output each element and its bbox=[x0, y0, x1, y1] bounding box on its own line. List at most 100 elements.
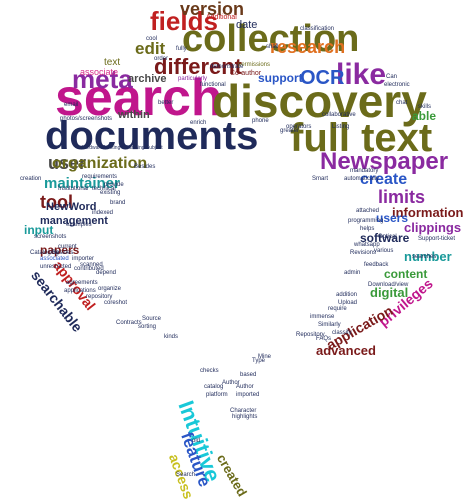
cloud-word: based bbox=[240, 372, 257, 378]
cloud-word: information bbox=[392, 205, 464, 220]
cloud-word: shall bbox=[266, 44, 279, 50]
cloud-word: Author bbox=[222, 380, 240, 386]
cloud-word: electronic bbox=[384, 82, 410, 88]
cloud-word: creation bbox=[20, 176, 42, 182]
cloud-word: classification bbox=[300, 26, 335, 32]
cloud-word: importer bbox=[72, 256, 95, 262]
cloud-word: Character bbox=[230, 408, 257, 414]
cloud-word: technical bbox=[92, 186, 116, 192]
cloud-word: feedback bbox=[364, 262, 389, 268]
cloud-word: Similarly bbox=[318, 322, 341, 328]
cloud-word: enrich bbox=[190, 120, 207, 126]
cloud-word: phone bbox=[252, 118, 269, 124]
cloud-word: existing bbox=[100, 190, 121, 196]
cloud-word: number bbox=[404, 249, 452, 264]
cloud-word: whatsapp bbox=[354, 242, 380, 248]
cloud-word: checks bbox=[200, 368, 219, 374]
cloud-word: catalog bbox=[204, 384, 224, 390]
cloud-word: unrestricted bbox=[40, 264, 72, 270]
cloud-word: FAQs bbox=[316, 336, 332, 342]
cloud-word: chat bbox=[396, 100, 408, 106]
cloud-word: helps bbox=[360, 226, 375, 232]
cloud-word: immense bbox=[310, 314, 335, 320]
cloud-word: fully bbox=[176, 46, 187, 52]
cloud-word: archive bbox=[128, 73, 167, 85]
cloud-word: clippings bbox=[404, 220, 462, 235]
cloud-word: content bbox=[384, 267, 428, 281]
cloud-word: brand bbox=[110, 200, 126, 206]
cloud-word: sorting bbox=[138, 324, 157, 330]
cloud-word: organization bbox=[52, 155, 148, 172]
cloud-word: scanned bbox=[80, 262, 103, 268]
cloud-word: cool bbox=[146, 36, 158, 42]
cloud-word: applications bbox=[64, 288, 96, 294]
cloud-word: depend bbox=[96, 270, 117, 276]
cloud-word: old bbox=[192, 438, 201, 444]
cloud-word: full text bbox=[290, 116, 433, 160]
cloud-word: classify bbox=[332, 330, 352, 336]
cloud-word: provide bbox=[104, 182, 124, 188]
cloud-word: attached bbox=[356, 208, 380, 214]
cloud-word: like bbox=[336, 58, 387, 91]
cloud-word: Download/view bbox=[368, 282, 409, 288]
cloud-word: hardware/hosting containing Subject bbox=[82, 145, 163, 151]
cloud-word: Besides bbox=[52, 250, 74, 256]
cloud-word: Can bbox=[386, 74, 398, 80]
cloud-word: highlights bbox=[232, 414, 258, 420]
cloud-word: Optical bbox=[378, 234, 397, 240]
cloud-word: Institutional bbox=[58, 186, 89, 192]
cloud-word: software bbox=[360, 231, 410, 245]
cloud-word: operators bbox=[286, 124, 312, 130]
cloud-word: repository bbox=[86, 294, 113, 300]
cloud-word: Search bbox=[176, 472, 196, 478]
cloud-word: within bbox=[118, 109, 150, 121]
cloud-word: agreements bbox=[66, 280, 98, 286]
cloud-word: Co-author bbox=[230, 70, 262, 77]
cloud-word: greater bbox=[280, 128, 300, 134]
cloud-word: search bbox=[55, 69, 223, 127]
cloud-word: examples bbox=[66, 222, 92, 228]
cloud-word: users bbox=[376, 211, 409, 225]
cloud-word: Mine bbox=[258, 354, 272, 360]
cloud-word: Listing bbox=[332, 124, 350, 130]
cloud-word: photos/screenshots bbox=[60, 116, 113, 122]
cloud-word: user bbox=[48, 153, 87, 173]
cloud-word: current bbox=[58, 244, 77, 250]
cloud-word: associate bbox=[80, 67, 119, 77]
cloud-word: demonstrate bbox=[210, 64, 244, 70]
cloud-word: require bbox=[328, 306, 347, 312]
cloud-word: Smart bbox=[312, 176, 329, 182]
cloud-word: organize bbox=[98, 286, 122, 292]
cloud-word: coreshot bbox=[104, 300, 128, 306]
cloud-word: papers bbox=[40, 243, 80, 257]
cloud-word: advanced bbox=[316, 343, 376, 358]
cloud-word: associated bbox=[40, 256, 69, 262]
cloud-word: able bbox=[412, 109, 437, 123]
cloud-word: text bbox=[104, 57, 121, 68]
cloud-word: discovery bbox=[212, 75, 427, 127]
cloud-word: platform bbox=[206, 392, 228, 398]
cloud-word: Additional bbox=[206, 14, 237, 21]
cloud-word: edit bbox=[135, 39, 166, 58]
cloud-word: research bbox=[270, 37, 346, 57]
cloud-word: create bbox=[360, 171, 408, 188]
cloud-word: version bbox=[180, 0, 245, 19]
cloud-word: maintainer bbox=[44, 175, 120, 192]
cloud-word: OCR bbox=[300, 67, 345, 89]
cloud-word: screenshots bbox=[34, 234, 67, 240]
cloud-word: Type bbox=[252, 358, 266, 364]
cloud-word: Cataloging bbox=[30, 250, 59, 256]
cloud-word: imported bbox=[236, 392, 260, 398]
cloud-word: documents bbox=[45, 114, 259, 158]
cloud-word: particularly bbox=[178, 76, 208, 82]
cloud-word: limits bbox=[378, 187, 426, 207]
cloud-word: collaborative bbox=[322, 112, 356, 118]
cloud-word: various bbox=[374, 248, 394, 254]
cloud-word: meta bbox=[72, 64, 133, 94]
cloud-word: fields bbox=[150, 6, 218, 36]
cloud-word: Besides bbox=[134, 164, 156, 170]
cloud-word: Upload bbox=[338, 300, 358, 306]
cloud-word: indexed bbox=[92, 210, 114, 216]
cloud-word: kinds bbox=[164, 334, 179, 340]
cloud-word: different bbox=[154, 54, 242, 79]
